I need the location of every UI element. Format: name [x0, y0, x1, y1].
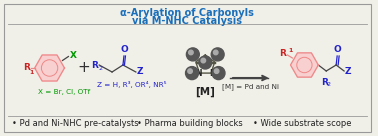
Polygon shape	[196, 55, 215, 73]
Circle shape	[211, 48, 224, 61]
Circle shape	[186, 48, 199, 61]
Text: X = Br, Cl, OTf: X = Br, Cl, OTf	[38, 89, 90, 95]
Text: N: N	[195, 69, 202, 78]
Circle shape	[188, 69, 192, 73]
Text: R: R	[23, 64, 30, 72]
Text: • Pharma building blocks: • Pharma building blocks	[137, 120, 243, 129]
Polygon shape	[35, 55, 65, 81]
Text: 1: 1	[29, 69, 34, 75]
Circle shape	[214, 50, 218, 55]
Text: 2: 2	[326, 82, 330, 87]
Circle shape	[201, 58, 206, 63]
Text: • Wide substrate scope: • Wide substrate scope	[253, 120, 352, 129]
Polygon shape	[291, 53, 318, 77]
Circle shape	[189, 50, 193, 55]
Text: [M]: [M]	[195, 87, 215, 97]
Text: α-Arylation of Carbonyls: α-Arylation of Carbonyls	[121, 8, 254, 18]
Text: O: O	[333, 45, 341, 54]
Text: Z = H, R³, OR⁴, NR⁵: Z = H, R³, OR⁴, NR⁵	[97, 81, 167, 88]
Circle shape	[199, 56, 212, 69]
Text: N: N	[209, 69, 215, 78]
Text: Z: Z	[345, 67, 352, 75]
Text: 2: 2	[98, 67, 102, 72]
Circle shape	[214, 69, 219, 73]
Text: R: R	[321, 78, 328, 87]
Text: R: R	[91, 61, 98, 69]
Text: [M] = Pd and Ni: [M] = Pd and Ni	[222, 83, 279, 90]
Circle shape	[212, 67, 225, 80]
Text: • Pd and Ni-NHC pre-catalysts: • Pd and Ni-NHC pre-catalysts	[12, 120, 138, 129]
Circle shape	[186, 67, 198, 80]
Text: +: +	[77, 61, 90, 75]
Text: R: R	[280, 50, 287, 58]
Text: X: X	[70, 51, 76, 60]
Text: Z: Z	[137, 67, 143, 76]
Text: O: O	[120, 45, 128, 54]
Text: via M-NHC Catalysis: via M-NHC Catalysis	[132, 16, 242, 26]
Text: 1: 1	[288, 49, 293, 53]
